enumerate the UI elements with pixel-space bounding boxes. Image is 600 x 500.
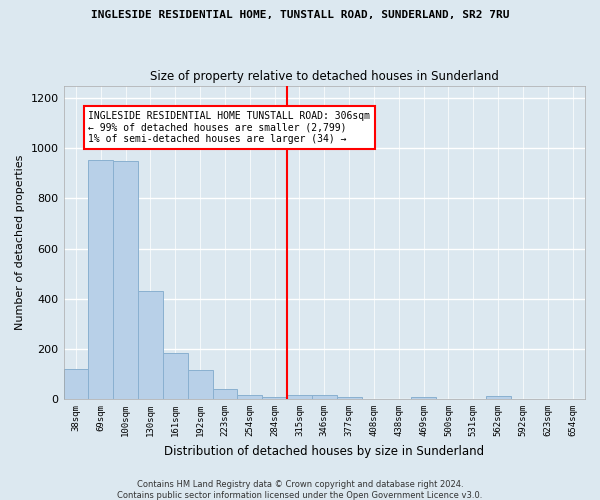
Y-axis label: Number of detached properties: Number of detached properties	[15, 154, 25, 330]
Bar	[411, 396, 436, 399]
Bar	[262, 396, 287, 399]
Text: Contains HM Land Registry data © Crown copyright and database right 2024.
Contai: Contains HM Land Registry data © Crown c…	[118, 480, 482, 500]
X-axis label: Distribution of detached houses by size in Sunderland: Distribution of detached houses by size …	[164, 444, 484, 458]
Bar	[212, 388, 238, 399]
Title: Size of property relative to detached houses in Sunderland: Size of property relative to detached ho…	[150, 70, 499, 83]
Bar	[287, 396, 312, 399]
Bar	[312, 396, 337, 399]
Text: INGLESIDE RESIDENTIAL HOME, TUNSTALL ROAD, SUNDERLAND, SR2 7RU: INGLESIDE RESIDENTIAL HOME, TUNSTALL ROA…	[91, 10, 509, 20]
Text: INGLESIDE RESIDENTIAL HOME TUNSTALL ROAD: 306sqm
← 99% of detached houses are sm: INGLESIDE RESIDENTIAL HOME TUNSTALL ROAD…	[88, 110, 370, 144]
Bar	[238, 394, 262, 399]
Bar	[188, 370, 212, 399]
Bar	[337, 396, 362, 399]
Bar	[163, 352, 188, 399]
Bar	[88, 160, 113, 399]
Bar	[113, 161, 138, 399]
Bar	[138, 291, 163, 399]
Bar	[485, 396, 511, 399]
Bar	[64, 369, 88, 399]
